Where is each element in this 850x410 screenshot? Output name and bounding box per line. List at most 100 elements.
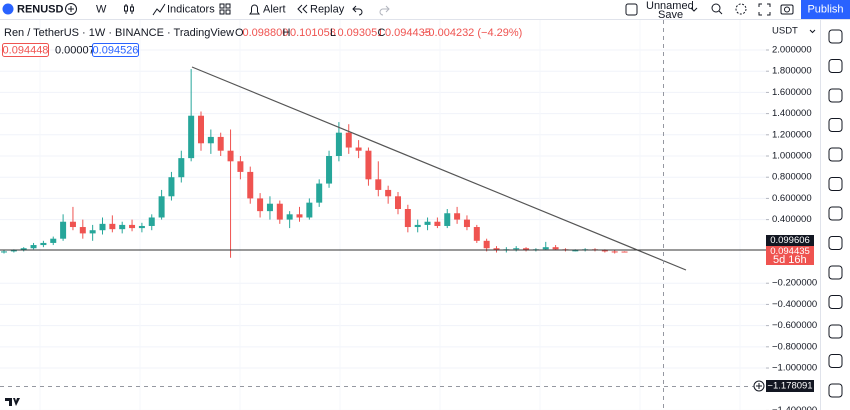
y-tick-label: 1.400000 [772, 108, 812, 119]
layout-name[interactable]: Unnamed [646, 0, 694, 12]
candle-body [395, 196, 401, 210]
candle-body [483, 240, 490, 249]
sidebar-icon[interactable] [828, 88, 843, 103]
candle-body [188, 115, 195, 159]
high-line-label: 0.099606 [770, 235, 810, 246]
compare-plus [68, 6, 74, 12]
candle-body [69, 221, 76, 228]
candle-body [385, 189, 392, 197]
candle-body [148, 217, 155, 226]
publish-button[interactable]: Publish [807, 3, 843, 15]
candle-body [60, 221, 67, 239]
ohlc-value: 0.093051 [338, 27, 384, 39]
y-tick-label: 1.000000 [772, 151, 812, 162]
indicators-button[interactable]: Indicators [167, 3, 215, 15]
candle-body [227, 150, 234, 162]
sidebar-icon[interactable] [828, 354, 843, 368]
ohlc-value: 0.098800 [243, 27, 289, 39]
trend-line[interactable] [191, 66, 687, 271]
candle-body [454, 213, 461, 220]
candle-body [365, 150, 372, 180]
candle-body [306, 202, 313, 218]
candle-body [207, 136, 214, 144]
sidebar-icon[interactable] [828, 236, 843, 250]
ohlc-key: C [378, 27, 386, 39]
sidebar-icon[interactable] [828, 324, 843, 339]
settings-icon[interactable] [735, 3, 747, 15]
candle-body [247, 171, 254, 199]
snapshot-lens [784, 6, 790, 13]
redo[interactable] [379, 5, 390, 16]
crosshair-add-plus [756, 383, 762, 389]
templates-icon[interactable] [219, 3, 231, 15]
candle-body [375, 179, 382, 190]
ohlc-key: L [330, 27, 336, 39]
chart-type-icon-body [124, 5, 128, 12]
sidebar-icon[interactable] [828, 59, 843, 73]
candle-body [493, 248, 500, 251]
symbol-logo [2, 3, 14, 15]
sidebar-icon[interactable] [828, 206, 843, 221]
countdown: 5d 16h [773, 254, 807, 266]
currency-label[interactable]: USDT [772, 26, 798, 37]
candle-body [463, 219, 470, 228]
ask-box[interactable] [92, 43, 139, 57]
candle-body [601, 250, 608, 252]
candle-body [168, 177, 175, 197]
layout-checkbox[interactable] [625, 3, 638, 16]
bid-box[interactable] [2, 43, 49, 57]
candles [1, 69, 628, 258]
candle-body [276, 203, 283, 220]
candle-body [257, 198, 264, 212]
ohlc-key: H [283, 27, 291, 39]
legend-title: Ren / TetherUS · 1W · BINANCE · TradingV… [4, 27, 234, 39]
sidebar-icon[interactable] [828, 265, 843, 280]
replay-button[interactable]: Replay [310, 3, 345, 15]
candle-body [296, 214, 303, 218]
currency-menu[interactable] [809, 29, 816, 34]
sidebar-icon[interactable] [828, 177, 843, 191]
bid[interactable]: 0.094448 [3, 44, 49, 56]
undo[interactable] [352, 5, 363, 16]
crosshair-label-bg [766, 380, 814, 392]
fullscreen-icon[interactable] [758, 3, 771, 16]
candle-body [572, 250, 579, 252]
crosshair-label: −1.178091 [767, 381, 812, 392]
search-icon[interactable] [711, 3, 721, 13]
price-axis: 2.000000 1.800000 1.600000 1.400000 1.200000… [766, 45, 817, 410]
snapshot-icon[interactable] [780, 4, 794, 15]
candle-body [552, 247, 559, 250]
ask[interactable]: 0.094526 [93, 44, 139, 56]
layout-menu[interactable] [690, 7, 698, 12]
candle-body [40, 242, 47, 246]
alert-icon [249, 4, 260, 15]
tv-logo[interactable] [5, 398, 20, 406]
alert-button[interactable]: Alert [263, 3, 286, 15]
candle-body [316, 183, 323, 203]
sidebar-icon[interactable] [828, 295, 843, 309]
sidebar-icon[interactable] [828, 147, 843, 162]
interval[interactable]: W [96, 3, 107, 15]
chart-type-icon-body [130, 6, 134, 12]
y-tick-label: −0.400000 [772, 299, 817, 310]
candle-body [266, 203, 273, 212]
candle-body [542, 247, 549, 250]
compare-icon[interactable] [65, 3, 77, 15]
sidebar-icon[interactable] [828, 29, 843, 44]
y-tick-label: −0.200000 [772, 278, 817, 289]
candle-body [326, 156, 333, 184]
sidebar-icon[interactable] [828, 118, 843, 132]
ohlc-key: O [235, 27, 244, 39]
sidebar-icon[interactable] [828, 383, 843, 398]
candle-body [217, 136, 224, 151]
publish-button-bg[interactable] [801, 0, 850, 19]
symbol[interactable]: RENUSD [17, 3, 64, 15]
y-tick-label: −1.400000 [772, 405, 817, 410]
save-label[interactable]: Save [658, 9, 683, 21]
candle-body [335, 132, 342, 157]
grid [0, 20, 766, 410]
candle-body [158, 196, 165, 218]
last-price-label-bg [766, 246, 814, 265]
y-tick-label: 0.800000 [772, 172, 812, 183]
y-tick-label: −0.600000 [772, 320, 817, 331]
